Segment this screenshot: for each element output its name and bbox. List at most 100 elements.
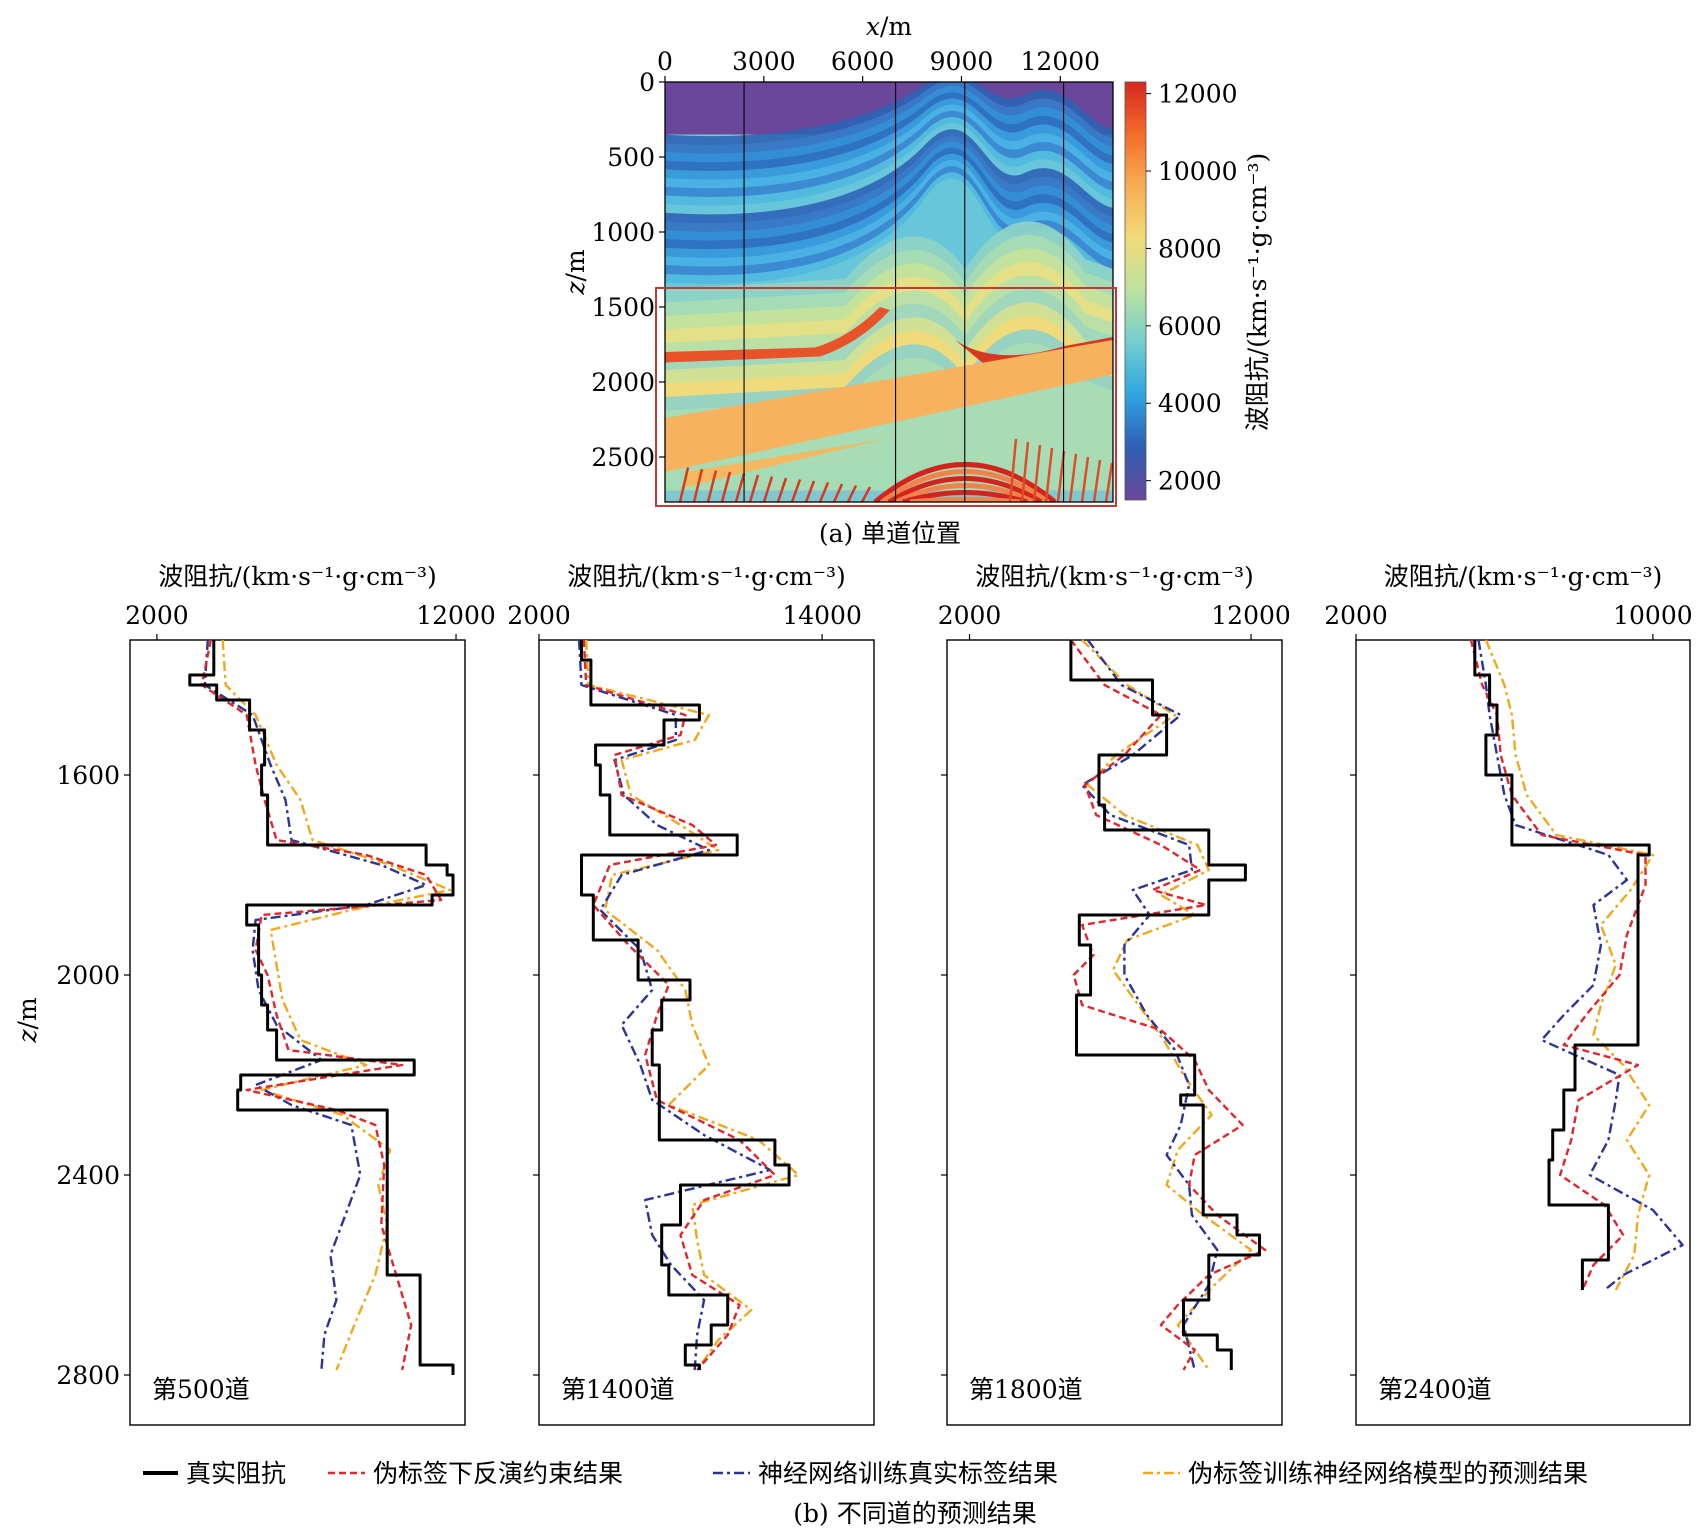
section-dipping-layer [790, 479, 802, 502]
section-frame [664, 81, 1114, 503]
subplot-x-tick-label: 2000 [125, 601, 189, 630]
trace-position-lines [743, 82, 1065, 502]
pseudo-inversion-line [200, 639, 443, 1371]
pseudo-inversion-line [582, 639, 777, 1371]
legend-label-pseudo-inversion: 伪标签下反演约束结果 [373, 1459, 623, 1488]
section-dipping-layer [748, 474, 760, 502]
y-tick-label: 2500 [591, 443, 655, 472]
subplot-xlabel: 波阻抗/(km·s⁻¹·g·cm⁻³) [1384, 562, 1663, 591]
section-dipping-layer [706, 470, 718, 502]
subplot-x-tick-label: 12000 [1211, 601, 1291, 630]
panel-b-trace-plots: 波阻抗/(km·s⁻¹·g·cm⁻³) 2000 12000 1600 2000 2400… [56, 562, 1693, 1426]
section-fault-block [665, 340, 1113, 472]
section-dipping-layer [818, 482, 830, 502]
section-dipping-layer [678, 467, 690, 502]
true-impedance-line [1069, 640, 1261, 1370]
legend-label-nn-pseudo-label: 伪标签训练神经网络模型的预测结果 [1188, 1459, 1588, 1488]
pseudo-inversion-line [1069, 639, 1267, 1371]
subplot-frame [1355, 639, 1691, 1426]
true-impedance-line [188, 640, 455, 1375]
section-dipping-layer [846, 484, 858, 502]
panel-a-axes: 0 3000 6000 9000 12000 0 500 1000 1500 2000 2500 [591, 47, 1100, 472]
nn-pseudo-label-line [221, 639, 452, 1371]
subplot-trace-label: 第1400道 [561, 1375, 675, 1404]
impedance-section-image [665, 82, 1113, 502]
nn-true-label-line [577, 639, 772, 1371]
trace-subplot: 波阻抗/(km·s⁻¹·g·cm⁻³) 2000 12000 第1800道 [938, 562, 1291, 1426]
colorbar-ticks: 2000 4000 6000 8000 10000 12000 [1146, 80, 1238, 496]
section-dipping-layer [1068, 453, 1078, 502]
section-dipping-layer [776, 477, 788, 502]
y-tick-label: 0 [639, 68, 655, 97]
colorbar-tick-label: 10000 [1158, 157, 1238, 186]
section-dipping-layer [1008, 438, 1018, 502]
y-tick-label: 500 [607, 143, 655, 172]
true-impedance-line [1473, 640, 1651, 1290]
section-dipping-layer [1020, 441, 1030, 502]
subplot-x-tick-label: 14000 [782, 601, 862, 630]
pseudo-inversion-line [1469, 639, 1647, 1291]
colorbar-label: 波阻抗/(km·s⁻¹·g·cm⁻³) [1243, 153, 1272, 432]
section-dipping-layer [1056, 450, 1066, 502]
section-fault-block [685, 439, 885, 487]
nn-true-label-line [1477, 639, 1684, 1291]
subplot-frame [538, 639, 875, 1426]
trace-subplot: 波阻抗/(km·s⁻¹·g·cm⁻³) 2000 14000 第1400道 [507, 562, 875, 1426]
section-red-horizon [665, 307, 890, 363]
panel-a-seismic-section: 0 3000 6000 9000 12000 0 500 1000 1500 2000 2500 x… [561, 12, 1272, 548]
subplot-xlabel: 波阻抗/(km·s⁻¹·g·cm⁻³) [567, 562, 846, 591]
legend: 真实阻抗 伪标签下反演约束结果 神经网络训练真实标签结果 伪标签训练神经网络模型… [143, 1459, 1588, 1488]
highlight-region [655, 287, 1117, 507]
subplot-y-tick-label: 1600 [56, 761, 120, 790]
section-dipping-layer [762, 476, 774, 502]
colorbar-tick-label: 8000 [1158, 234, 1222, 263]
section-dipping-layer [1092, 459, 1102, 502]
subplot-y-tick-label: 2800 [56, 1361, 120, 1390]
subplot-x-tick-label: 2000 [507, 601, 571, 630]
colorbar-tick-label: 4000 [1158, 389, 1222, 418]
caption-a: (a) 单道位置 [819, 519, 961, 548]
subplot-frame [946, 639, 1283, 1426]
section-dipping-layer [720, 471, 732, 502]
subplot-xlabel: 波阻抗/(km·s⁻¹·g·cm⁻³) [158, 562, 437, 591]
section-dipping-layer [1080, 456, 1090, 502]
subplot-x-tick-label: 12000 [416, 601, 496, 630]
x-tick-label: 3000 [732, 47, 796, 76]
y-tick-label: 2000 [591, 368, 655, 397]
subplot-x-tick-label: 10000 [1613, 601, 1693, 630]
section-dipping-layer [1104, 462, 1113, 502]
nn-pseudo-label-line [585, 639, 800, 1371]
section-dipping-layer [692, 468, 704, 502]
colorbar-tick-label: 2000 [1158, 467, 1222, 496]
subplot-x-tick-label: 2000 [938, 601, 1002, 630]
subplot-trace-label: 第500道 [152, 1375, 250, 1404]
subplot-y-tick-label: 2000 [56, 961, 120, 990]
section-dipping-layer [734, 473, 746, 502]
subplot-trace-label: 第2400道 [1378, 1375, 1492, 1404]
subplot-frame [129, 639, 466, 1426]
panel-b-ylabel: z/m [13, 997, 42, 1044]
colorbar-tick-label: 6000 [1158, 312, 1222, 341]
subplot-xlabel: 波阻抗/(km·s⁻¹·g·cm⁻³) [975, 562, 1254, 591]
section-dipping-layer [832, 483, 844, 502]
y-tick-label: 1000 [591, 218, 655, 247]
subplot-y-tick-label: 2400 [56, 1161, 120, 1190]
section-dipping-layer [804, 480, 816, 502]
colorbar [1124, 81, 1147, 501]
x-tick-label: 6000 [831, 47, 895, 76]
nn-pseudo-label-line [1484, 639, 1655, 1291]
x-tick-label: 9000 [930, 47, 994, 76]
legend-label-true-impedance: 真实阻抗 [186, 1459, 286, 1488]
colorbar-tick-label: 12000 [1158, 80, 1238, 109]
true-impedance-line [580, 640, 791, 1370]
section-dipping-layer [1044, 447, 1054, 502]
section-dipping-layer [1032, 444, 1042, 502]
subplot-trace-label: 第1800道 [969, 1375, 1083, 1404]
caption-b: (b) 不同道的预测结果 [793, 1499, 1036, 1528]
section-dipping-layer [860, 486, 872, 502]
trace-subplot: 波阻抗/(km·s⁻¹·g·cm⁻³) 2000 12000 1600 2000 2400… [56, 562, 496, 1426]
trace-subplot: 波阻抗/(km·s⁻¹·g·cm⁻³) 2000 10000 第2400道 [1324, 562, 1693, 1426]
panel-a-xlabel: x/m [866, 12, 913, 41]
x-tick-label: 12000 [1021, 47, 1101, 76]
